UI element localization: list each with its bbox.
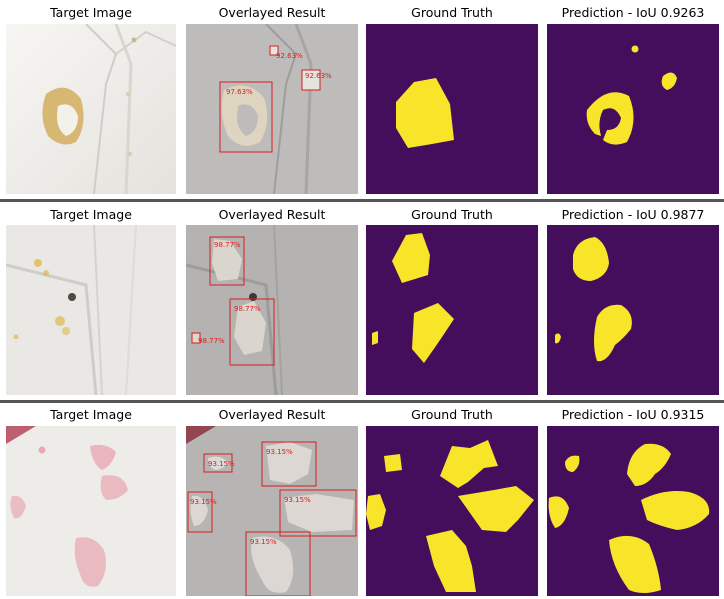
- row3-overlay-image: 93.15% 93.15% 93.15% 93.15% 93.15%: [186, 426, 358, 596]
- row3-pred-title: Prediction - IoU 0.9315: [561, 407, 705, 422]
- row3-box-label-1: 93.15%: [208, 460, 235, 468]
- row3-prediction-mask: [547, 426, 719, 596]
- row-separator-1: [0, 199, 724, 202]
- row1-overlay-title: Overlayed Result: [218, 5, 326, 20]
- row3-box-4: [187, 491, 213, 533]
- row3-gt-title: Ground Truth: [411, 407, 493, 422]
- row3-box-3: [279, 489, 357, 537]
- row3-box-2: [261, 441, 317, 487]
- row3-overlay-title: Overlayed Result: [218, 407, 326, 422]
- row2-target-title: Target Image: [50, 207, 132, 222]
- row2-gt-title: Ground Truth: [411, 207, 493, 222]
- row1-overlay-image: 97.63% 92.63% 92.63%: [186, 24, 358, 194]
- row2-box-label-3: 98.77%: [198, 337, 225, 345]
- row2-box-3: [191, 332, 201, 344]
- row2-target-image: [6, 225, 176, 395]
- row1-box-1: [219, 81, 273, 153]
- row3-box-5: [245, 531, 311, 596]
- row2-box-2: [229, 298, 275, 366]
- row1-pred-title: Prediction - IoU 0.9263: [561, 5, 705, 20]
- row1-box-label-2: 92.63%: [276, 52, 303, 60]
- row1-target-image: [6, 24, 176, 194]
- row1-prediction-mask: [547, 24, 719, 194]
- row2-box-label-1: 98.77%: [214, 241, 241, 249]
- row2-overlay-title: Overlayed Result: [218, 207, 326, 222]
- row1-box-3: [301, 69, 321, 91]
- row3-box-label-3: 93.15%: [284, 496, 311, 504]
- row3-target-title: Target Image: [50, 407, 132, 422]
- row2-overlay-image: 98.77% 98.77% 98.77%: [186, 225, 358, 395]
- row1-box-label-3: 92.63%: [305, 72, 332, 80]
- row1-box-label-1: 97.63%: [226, 88, 253, 96]
- row2-ground-truth-mask: [366, 225, 538, 395]
- row1-box-2: [269, 45, 279, 56]
- row3-box-1: [203, 453, 233, 473]
- row3-box-label-4: 93.15%: [190, 498, 217, 506]
- row3-target-image: [6, 426, 176, 596]
- row2-box-1: [209, 236, 245, 286]
- row1-target-title: Target Image: [50, 5, 132, 20]
- row3-ground-truth-mask: [366, 426, 538, 596]
- row2-box-label-2: 98.77%: [234, 305, 261, 313]
- row2-prediction-mask: [547, 225, 719, 395]
- row-separator-2: [0, 400, 724, 403]
- row1-gt-title: Ground Truth: [411, 5, 493, 20]
- row3-box-label-5: 93.15%: [250, 538, 277, 546]
- row3-box-label-2: 93.15%: [266, 448, 293, 456]
- row1-ground-truth-mask: [366, 24, 538, 194]
- row2-pred-title: Prediction - IoU 0.9877: [561, 207, 705, 222]
